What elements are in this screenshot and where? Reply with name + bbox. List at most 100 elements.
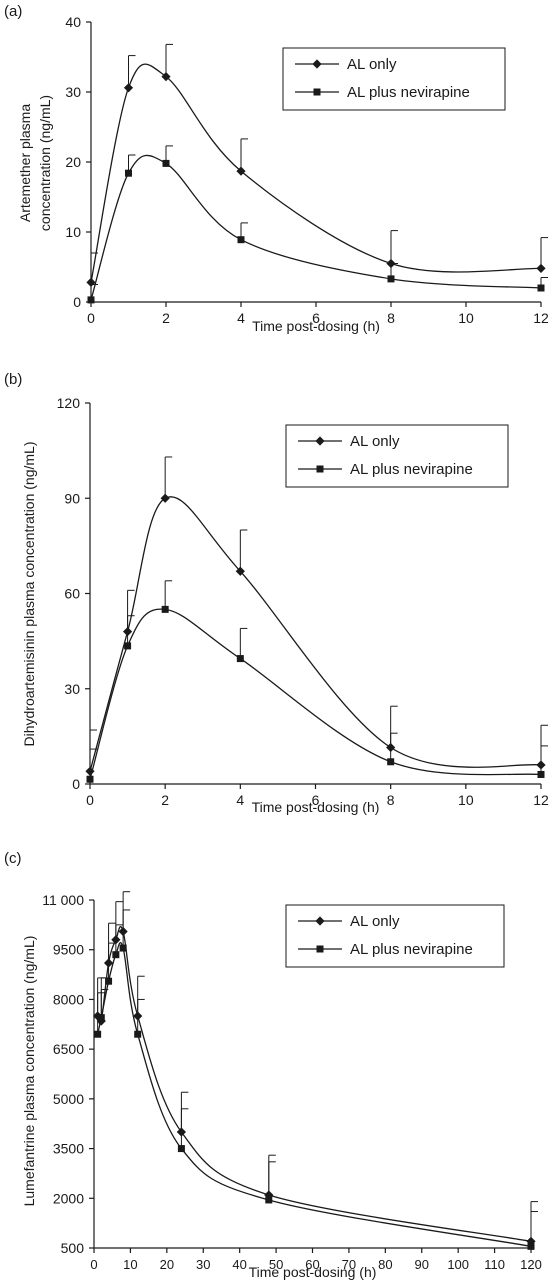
- y-axis-label: Artemether plasma: [17, 104, 33, 222]
- series-line: [89, 608, 542, 780]
- series-2: [87, 145, 548, 304]
- data-point-square: [97, 1014, 105, 1022]
- data-point-square: [236, 655, 244, 663]
- x-tick-label: 80: [378, 1257, 392, 1272]
- x-tick-label: 30: [196, 1257, 210, 1272]
- series-line: [97, 926, 532, 1243]
- data-point-diamond: [236, 166, 246, 176]
- series-line: [90, 154, 542, 301]
- chart-panel-3: (c) 500 2000 3500 5000 6500 8000 9500 11 000 0 10 2…: [4, 850, 542, 1280]
- x-tick-label: 2: [162, 310, 170, 326]
- legend: AL only AL plus nevirapine: [282, 47, 506, 111]
- x-tick-label: 2: [161, 792, 169, 808]
- series-1: [85, 456, 548, 776]
- y-tick-label: 20: [65, 154, 81, 170]
- legend-diamond-marker: [315, 916, 325, 926]
- legend-box: [285, 904, 505, 968]
- y-axis-label: Dihydroartemisinin plasma concentration …: [21, 441, 37, 746]
- legend-label: AL plus nevirapine: [347, 84, 470, 101]
- y-tick-label: 30: [64, 681, 80, 697]
- panel-label: (c): [4, 850, 22, 867]
- data-point-diamond: [235, 566, 245, 576]
- x-tick-label: 6: [312, 310, 320, 326]
- data-point-square: [265, 1196, 273, 1204]
- data-point-square: [105, 977, 113, 985]
- y-tick-label: 9500: [53, 942, 84, 958]
- data-point-square: [387, 758, 395, 766]
- y-axis-label: Lumefantrine plasma concentration (ng/mL…: [21, 936, 37, 1207]
- data-point-square: [161, 605, 169, 613]
- y-tick-label: 40: [65, 14, 81, 30]
- data-point-diamond: [536, 263, 546, 273]
- y-tick-label: 60: [64, 586, 80, 602]
- legend: AL only AL plus nevirapine: [285, 424, 509, 488]
- data-point-diamond: [160, 493, 170, 503]
- y-tick-label: 120: [57, 395, 81, 411]
- legend-square-marker: [316, 465, 324, 473]
- panel-label: (b): [4, 371, 22, 388]
- series-line: [97, 942, 532, 1247]
- x-tick-label: 12: [533, 792, 549, 808]
- x-axis-label: Time post-dosing (h): [249, 1264, 377, 1280]
- data-point-diamond: [161, 72, 171, 82]
- y-tick-label: 2000: [53, 1190, 84, 1206]
- y-tick-label: 8000: [53, 991, 84, 1007]
- series-2: [86, 580, 548, 783]
- data-point-square: [537, 284, 545, 292]
- y-tick-label: 500: [61, 1240, 85, 1256]
- y-tick-label: 11 000: [42, 892, 84, 908]
- data-point-square: [527, 1242, 535, 1250]
- panel-label: (a): [4, 3, 22, 20]
- x-tick-label: 20: [160, 1257, 174, 1272]
- legend-label: AL only: [350, 913, 400, 930]
- x-axis-label: Time post-dosing (h): [252, 799, 380, 815]
- x-tick-label: 12: [533, 310, 549, 326]
- y-tick-label: 3500: [53, 1141, 84, 1157]
- x-tick-label: 8: [387, 310, 395, 326]
- x-tick-label: 8: [387, 792, 395, 808]
- x-tick-label: 6: [312, 792, 320, 808]
- y-tick-label: 0: [72, 776, 80, 792]
- y-tick-label: 90: [64, 490, 80, 506]
- data-point-square: [162, 159, 170, 167]
- chart-panel-1: (a) 0 10 20 30 40 0 2 4 6 8 10 12 Time post-dosing (h…: [4, 3, 549, 334]
- legend-label: AL plus nevirapine: [350, 461, 473, 478]
- data-point-diamond: [86, 277, 96, 287]
- x-tick-label: 60: [305, 1257, 319, 1272]
- legend-square-marker: [313, 88, 321, 96]
- y-axis-label: concentration (ng/mL): [37, 95, 53, 231]
- x-tick-label: 4: [237, 310, 245, 326]
- data-point-square: [237, 236, 245, 244]
- legend-label: AL plus nevirapine: [350, 941, 473, 958]
- x-tick-label: 120: [520, 1257, 542, 1272]
- x-tick-label: 0: [86, 792, 94, 808]
- data-point-square: [177, 1145, 185, 1153]
- data-point-square: [134, 1030, 142, 1038]
- x-tick-label: 70: [342, 1257, 356, 1272]
- y-tick-label: 5000: [53, 1091, 84, 1107]
- data-point-square: [112, 951, 120, 959]
- series-2: [94, 909, 538, 1250]
- data-point-square: [124, 642, 132, 650]
- data-point-square: [537, 770, 545, 778]
- data-point-square: [119, 944, 127, 952]
- series-line: [89, 496, 542, 772]
- y-tick-label: 10: [65, 224, 81, 240]
- x-axis-label: Time post-dosing (h): [252, 318, 380, 334]
- legend-label: AL only: [350, 433, 400, 450]
- x-tick-label: 90: [415, 1257, 429, 1272]
- x-tick-label: 100: [447, 1257, 469, 1272]
- x-tick-label: 4: [236, 792, 244, 808]
- chart-panel-2: (b) 0 30 60 90 120 0 2 4 6 8 10 12 Time post-dosing (…: [4, 371, 549, 815]
- series-line: [90, 63, 542, 283]
- x-tick-label: 40: [232, 1257, 246, 1272]
- data-point-square: [87, 296, 95, 304]
- x-tick-label: 50: [269, 1257, 283, 1272]
- legend-box: [282, 47, 506, 111]
- data-point-square: [94, 1030, 102, 1038]
- series-1: [86, 43, 548, 287]
- legend-square-marker: [316, 945, 324, 953]
- legend-box: [285, 424, 509, 488]
- legend-diamond-marker: [312, 59, 322, 69]
